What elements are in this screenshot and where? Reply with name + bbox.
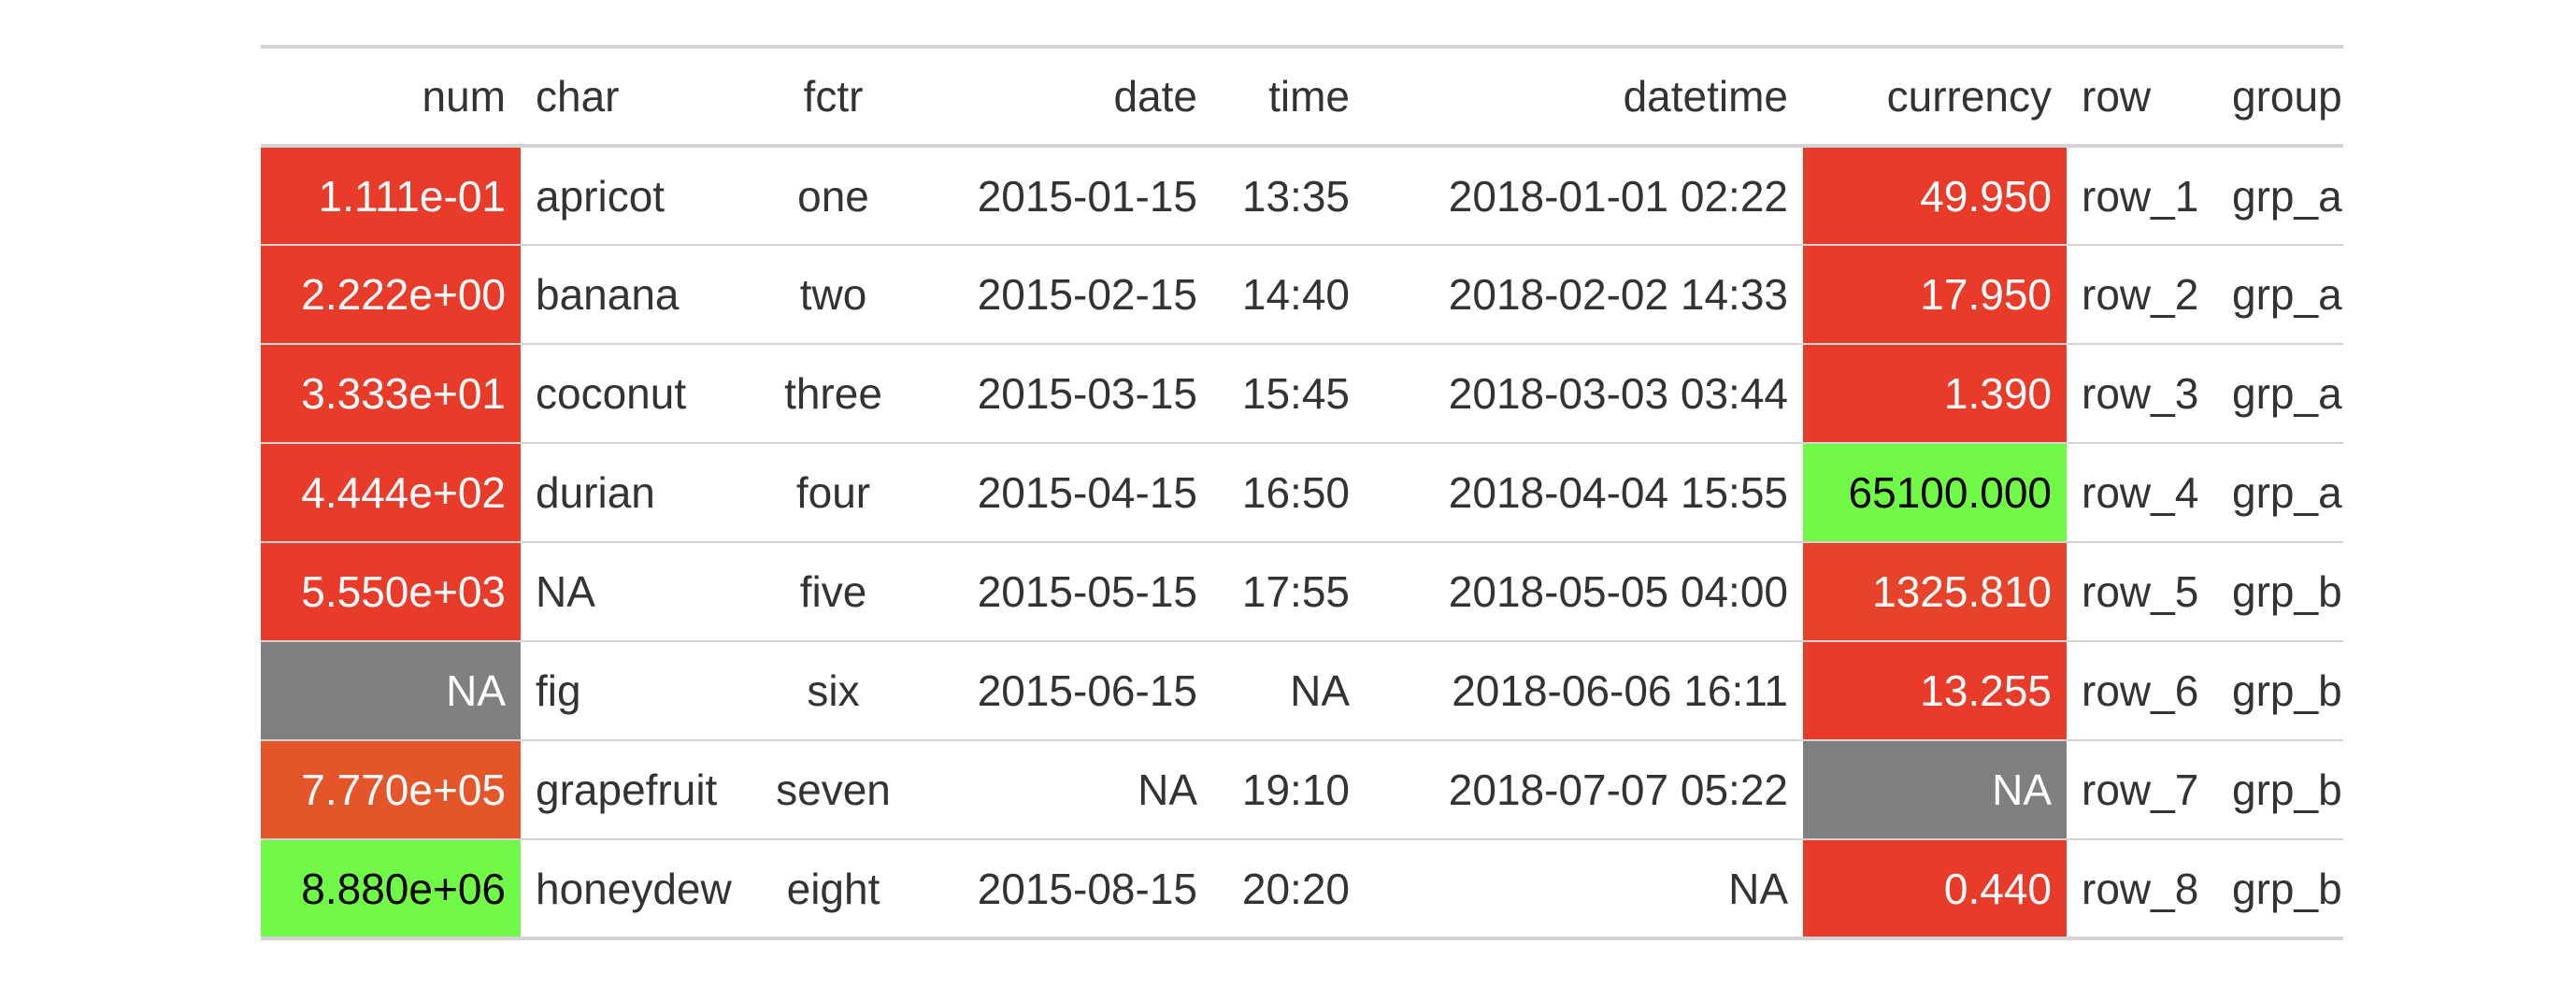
- cell-num: 1.111e-01: [261, 145, 521, 245]
- cell-num: 4.444e+02: [261, 442, 521, 542]
- cell-char: grapefruit: [521, 739, 761, 839]
- data-table: num char fctr date time datetime currency row gr…: [261, 45, 2343, 940]
- cell-row: row_3: [2067, 343, 2217, 443]
- cell-group: grp_b: [2217, 541, 2343, 641]
- cell-time: NA: [1212, 640, 1365, 740]
- cell-char: coconut: [521, 343, 761, 443]
- cell-fctr: seven: [761, 739, 906, 839]
- cell-char: fig: [521, 640, 761, 740]
- cell-currency: 65100.000: [1803, 442, 2067, 542]
- cell-date: 2015-02-15: [906, 244, 1212, 344]
- column-header-time: time: [1212, 47, 1365, 148]
- cell-currency: 0.440: [1803, 838, 2067, 938]
- table-row: 7.770e+05 grapefruit seven NA 19:10 2018-07-0…: [261, 739, 2343, 839]
- cell-group: grp_a: [2217, 442, 2343, 542]
- cell-num: 3.333e+01: [261, 343, 521, 443]
- cell-fctr: four: [761, 442, 906, 542]
- cell-currency: 1325.810: [1803, 541, 2067, 641]
- cell-group: grp_b: [2217, 838, 2343, 938]
- cell-date: 2015-01-15: [906, 145, 1212, 245]
- cell-row: row_1: [2067, 145, 2217, 245]
- cell-group: grp_a: [2217, 145, 2343, 245]
- table-row: 8.880e+06 honeydew eight 2015-08-15 20:20 NA 0…: [261, 838, 2343, 938]
- cell-currency: 1.390: [1803, 343, 2067, 443]
- table-body: 1.111e-01 apricot one 2015-01-15 13:35 2018-0…: [261, 145, 2343, 938]
- cell-currency: 13.255: [1803, 640, 2067, 740]
- table-row: 2.222e+00 banana two 2015-02-15 14:40 2018-02…: [261, 244, 2343, 344]
- header-row: num char fctr date time datetime currency row gr…: [261, 47, 2343, 148]
- column-header-date: date: [906, 47, 1212, 148]
- cell-currency: 17.950: [1803, 244, 2067, 344]
- cell-fctr: eight: [761, 838, 906, 938]
- cell-currency: NA: [1803, 739, 2067, 839]
- table-row: 5.550e+03 NA five 2015-05-15 17:55 2018-05-05…: [261, 541, 2343, 641]
- cell-group: grp_b: [2217, 739, 2343, 839]
- cell-time: 19:10: [1212, 739, 1365, 839]
- cell-time: 14:40: [1212, 244, 1365, 344]
- cell-char: durian: [521, 442, 761, 542]
- cell-datetime: NA: [1365, 838, 1803, 938]
- table-row: 1.111e-01 apricot one 2015-01-15 13:35 2018-0…: [261, 145, 2343, 245]
- cell-date: 2015-08-15: [906, 838, 1212, 938]
- column-header-currency: currency: [1803, 47, 2067, 148]
- cell-datetime: 2018-04-04 15:55: [1365, 442, 1803, 542]
- cell-char: honeydew: [521, 838, 761, 938]
- cell-date: 2015-06-15: [906, 640, 1212, 740]
- cell-fctr: six: [761, 640, 906, 740]
- cell-fctr: two: [761, 244, 906, 344]
- cell-group: grp_a: [2217, 343, 2343, 443]
- cell-datetime: 2018-06-06 16:11: [1365, 640, 1803, 740]
- cell-row: row_5: [2067, 541, 2217, 641]
- cell-row: row_4: [2067, 442, 2217, 542]
- cell-row: row_8: [2067, 838, 2217, 938]
- cell-num: 2.222e+00: [261, 244, 521, 344]
- cell-time: 16:50: [1212, 442, 1365, 542]
- cell-fctr: five: [761, 541, 906, 641]
- column-header-datetime: datetime: [1365, 47, 1803, 148]
- column-header-char: char: [521, 47, 761, 148]
- cell-date: NA: [906, 739, 1212, 839]
- cell-datetime: 2018-02-02 14:33: [1365, 244, 1803, 344]
- cell-group: grp_b: [2217, 640, 2343, 740]
- cell-date: 2015-03-15: [906, 343, 1212, 443]
- cell-num: 8.880e+06: [261, 838, 521, 938]
- cell-row: row_6: [2067, 640, 2217, 740]
- cell-time: 17:55: [1212, 541, 1365, 641]
- cell-time: 13:35: [1212, 145, 1365, 245]
- cell-group: grp_a: [2217, 244, 2343, 344]
- column-header-num: num: [261, 47, 521, 148]
- cell-char: NA: [521, 541, 761, 641]
- cell-num: 5.550e+03: [261, 541, 521, 641]
- column-header-group: group: [2217, 47, 2343, 148]
- table-row: NA fig six 2015-06-15 NA 2018-06-06 16:11 13.2…: [261, 640, 2343, 740]
- cell-datetime: 2018-01-01 02:22: [1365, 145, 1803, 245]
- cell-fctr: one: [761, 145, 906, 245]
- table-row: 4.444e+02 durian four 2015-04-15 16:50 2018-0…: [261, 442, 2343, 542]
- cell-date: 2015-05-15: [906, 541, 1212, 641]
- cell-fctr: three: [761, 343, 906, 443]
- cell-currency: 49.950: [1803, 145, 2067, 245]
- cell-time: 15:45: [1212, 343, 1365, 443]
- table-row: 3.333e+01 coconut three 2015-03-15 15:45 2018…: [261, 343, 2343, 443]
- cell-num: NA: [261, 640, 521, 740]
- cell-datetime: 2018-05-05 04:00: [1365, 541, 1803, 641]
- cell-char: banana: [521, 244, 761, 344]
- cell-char: apricot: [521, 145, 761, 245]
- cell-time: 20:20: [1212, 838, 1365, 938]
- cell-datetime: 2018-03-03 03:44: [1365, 343, 1803, 443]
- cell-datetime: 2018-07-07 05:22: [1365, 739, 1803, 839]
- cell-row: row_7: [2067, 739, 2217, 839]
- column-header-fctr: fctr: [761, 47, 906, 148]
- column-header-row: row: [2067, 47, 2217, 148]
- cell-date: 2015-04-15: [906, 442, 1212, 542]
- cell-num: 7.770e+05: [261, 739, 521, 839]
- cell-row: row_2: [2067, 244, 2217, 344]
